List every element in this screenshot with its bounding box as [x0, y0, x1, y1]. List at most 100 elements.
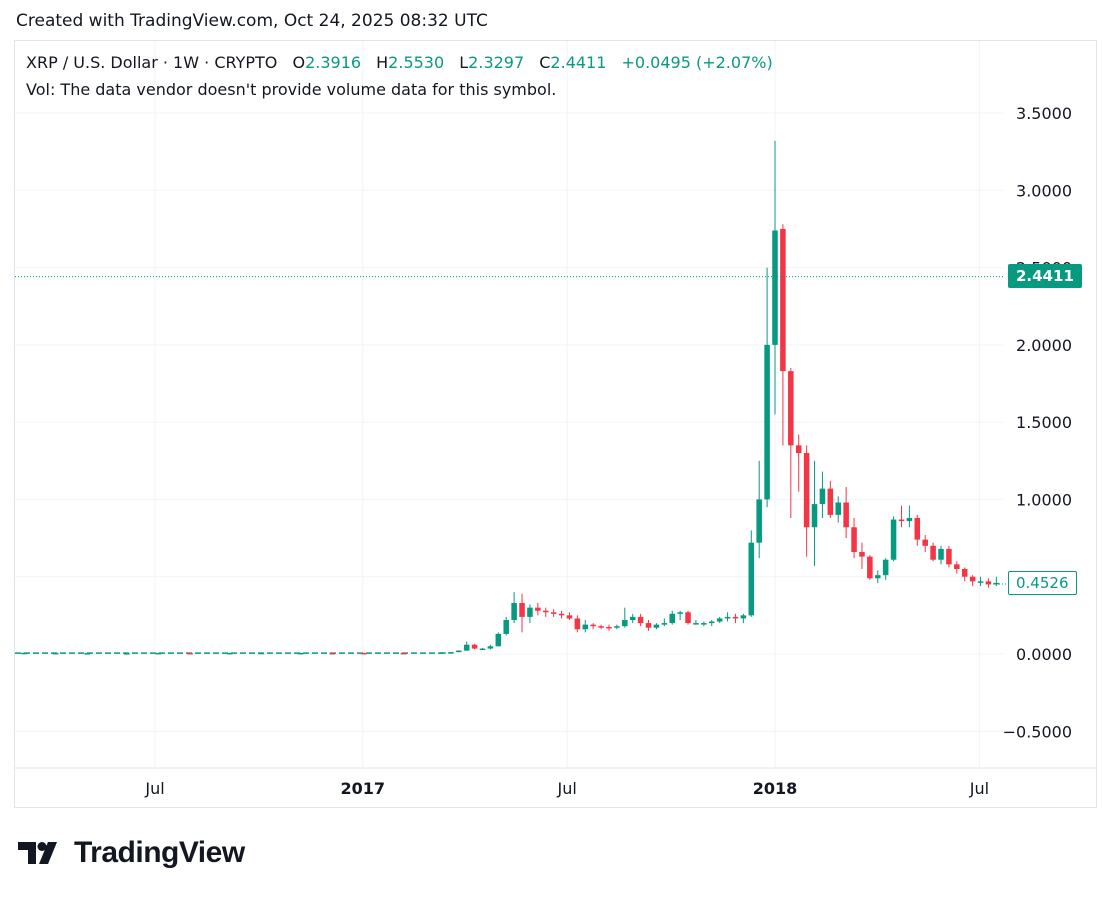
- price-lines: [15, 276, 1008, 585]
- y-tick-label: 3.5000: [1016, 104, 1072, 123]
- x-tick-label: Jul: [969, 779, 989, 798]
- change-value: +0.0495 (+2.07%): [621, 53, 773, 72]
- candle-body: [550, 612, 557, 614]
- candle-body: [558, 613, 565, 616]
- candle-body: [969, 576, 976, 582]
- candle-body: [400, 652, 407, 655]
- candle-body: [732, 616, 739, 619]
- open-label: O: [292, 53, 306, 72]
- candle-body: [661, 623, 668, 625]
- candle-body: [645, 623, 652, 628]
- candle-body: [614, 626, 620, 628]
- candle-body: [495, 633, 502, 647]
- candle-body: [685, 612, 691, 624]
- open-value: 2.3916: [305, 53, 362, 72]
- candle-body: [503, 619, 509, 634]
- candle-body: [764, 344, 770, 500]
- candle-body: [819, 488, 826, 505]
- candle-body: [124, 653, 130, 655]
- candle-body: [456, 650, 462, 653]
- candle-body: [867, 556, 873, 579]
- candle-body: [21, 652, 27, 655]
- y-tick-label: 1.5000: [1016, 413, 1072, 432]
- candle-body: [527, 607, 533, 617]
- candle-body: [535, 607, 541, 611]
- tradingview-logo-text: TradingView: [74, 836, 245, 869]
- candles: [15, 140, 1000, 655]
- candle-body: [756, 499, 762, 543]
- candle-body: [788, 371, 794, 446]
- x-tick-label: Jul: [557, 779, 577, 798]
- candle-body: [946, 548, 952, 565]
- candle-body: [669, 613, 675, 624]
- candle-body: [471, 644, 478, 649]
- candle-body: [297, 652, 304, 655]
- candle-body: [440, 652, 446, 654]
- candle-body: [519, 602, 525, 617]
- x-axis: Jul 2017 Jul 2018 Jul: [15, 767, 1096, 798]
- y-tick-label: 0.0000: [1016, 645, 1072, 664]
- close-value: 2.4411: [550, 53, 607, 72]
- candle-body: [708, 621, 715, 624]
- candle-body: [701, 623, 707, 625]
- candle-body: [693, 623, 699, 625]
- candle-body: [985, 581, 992, 585]
- candle-body: [922, 539, 928, 546]
- y-tick-label: −0.5000: [1003, 722, 1072, 741]
- candle-body: [811, 504, 818, 528]
- candle-body: [851, 527, 857, 552]
- candle-body: [938, 548, 944, 560]
- y-axis: 3.50003.00002.50002.00001.50001.00000.50…: [1003, 104, 1072, 741]
- candle-body: [875, 575, 881, 579]
- candle-body: [795, 445, 802, 454]
- candle-body: [748, 542, 755, 616]
- current-price-badge: 0.4526: [1008, 571, 1077, 595]
- candle-body: [906, 517, 913, 522]
- candle-body: [930, 545, 936, 560]
- candle-body: [542, 610, 549, 613]
- high-label: H: [376, 53, 389, 72]
- candle-body: [977, 581, 984, 583]
- x-tick-label: 2017: [341, 779, 386, 798]
- candle-body: [187, 652, 193, 655]
- candle-body: [772, 230, 778, 345]
- y-tick-label: 3.0000: [1016, 181, 1072, 200]
- candle-body: [566, 615, 573, 619]
- volume-note: Vol: The data vendor doesn't provide vol…: [26, 80, 557, 99]
- y-tick-label: 2.0000: [1016, 336, 1072, 355]
- candle-body: [890, 519, 897, 560]
- candle-body: [954, 564, 960, 569]
- candle-body: [780, 228, 786, 372]
- candle-body: [329, 652, 336, 655]
- candle-body: [843, 502, 849, 528]
- low-label: L: [459, 53, 469, 72]
- y-tick-label: 1.0000: [1016, 490, 1072, 509]
- candle-body: [361, 652, 367, 655]
- ohlc-legend: XRP / U.S. Dollar · 1W · CRYPTO O2.3916 …: [26, 53, 773, 72]
- tradingview-logo-icon: [18, 842, 57, 864]
- high-value: 2.5530: [388, 53, 445, 72]
- candle-body: [653, 624, 660, 628]
- candle-body: [84, 653, 91, 655]
- candle-body: [961, 568, 968, 577]
- symbol-label: XRP / U.S. Dollar · 1W · CRYPTO: [26, 53, 278, 72]
- x-tick-label: 2018: [753, 779, 798, 798]
- candle-body: [882, 559, 889, 576]
- low-value: 2.3297: [468, 53, 525, 72]
- candle-body: [716, 618, 723, 622]
- candle-body: [622, 619, 628, 627]
- candle-body: [740, 615, 747, 619]
- candle-body: [226, 652, 233, 655]
- created-with-header: Created with TradingView.com, Oct 24, 20…: [16, 11, 488, 31]
- candle-body: [637, 616, 644, 624]
- candle-body: [606, 626, 612, 629]
- chart-frame[interactable]: [14, 40, 1097, 808]
- candle-body: [859, 551, 865, 557]
- candle-body: [677, 612, 683, 614]
- tradingview-logo[interactable]: TradingView: [18, 836, 245, 870]
- candle-body: [258, 652, 264, 655]
- candle-body: [598, 626, 604, 628]
- candle-body: [479, 648, 486, 651]
- candle-body: [52, 652, 59, 655]
